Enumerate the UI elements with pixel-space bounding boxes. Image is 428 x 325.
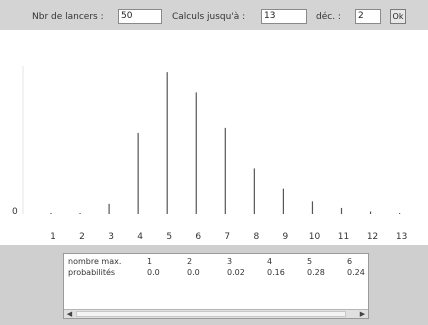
results-panel: nombre max. 1 2 3 4 5 6 probabilités 0.0… [0, 245, 428, 325]
lancers-input[interactable]: 50 [118, 9, 162, 24]
results-table: nombre max. 1 2 3 4 5 6 probabilités 0.0… [63, 253, 369, 319]
table-cell: 5 [307, 257, 313, 266]
scroll-left-icon[interactable]: ◀ [66, 310, 73, 318]
bar-chart: 0 1 2 3 4 5 6 7 8 9 10 11 12 13 [12, 66, 407, 242]
x-tick-label: 5 [166, 232, 172, 242]
x-tick-label: 13 [396, 232, 407, 242]
table-cell: 0.16 [267, 268, 285, 277]
table-cell: 6 [347, 257, 353, 266]
x-tick-label: 1 [50, 232, 56, 242]
table-cell: 0.0 [147, 268, 160, 277]
table-cell: 4 [267, 257, 273, 266]
lancers-label: Nbr de lancers : [32, 12, 104, 22]
x-tick-label: 12 [367, 232, 378, 242]
x-tick-label: 4 [137, 232, 143, 242]
row-label-probabilites: probabilités [68, 268, 116, 277]
table-cell: 0.02 [227, 268, 245, 277]
dec-label: déc. : [316, 12, 341, 22]
scroll-thumb[interactable] [76, 311, 346, 317]
table-cell: 0.28 [307, 268, 325, 277]
x-tick-label: 11 [338, 232, 349, 242]
dec-input[interactable]: 2 [355, 9, 381, 24]
x-tick-label: 7 [224, 232, 230, 242]
x-tick-label: 6 [195, 232, 201, 242]
table-cell: 3 [227, 257, 233, 266]
ok-button[interactable]: Ok [390, 9, 406, 24]
row-label-nombre-max: nombre max. [68, 257, 122, 266]
table-cell: 1 [147, 257, 153, 266]
chart-area: 0 1 2 3 4 5 6 7 8 9 10 11 12 13 [0, 30, 428, 245]
scroll-right-icon[interactable]: ▶ [359, 310, 366, 318]
horizontal-scrollbar[interactable]: ◀ ▶ [64, 309, 368, 318]
x-tick-label: 8 [253, 232, 259, 242]
x-tick-label: 10 [309, 232, 321, 242]
calculs-label: Calculs jusqu'à : [172, 12, 246, 22]
x-tick-label: 3 [108, 232, 114, 242]
toolbar: Nbr de lancers : 50 Calculs jusqu'à : 13… [0, 0, 428, 31]
calculs-input[interactable]: 13 [261, 9, 307, 24]
x-tick-label: 2 [79, 232, 85, 242]
y-tick-label: 0 [12, 207, 18, 217]
table-cell: 0.24 [347, 268, 365, 277]
table-cell: 2 [187, 257, 193, 266]
x-tick-label: 9 [283, 232, 289, 242]
table-cell: 0.0 [187, 268, 200, 277]
